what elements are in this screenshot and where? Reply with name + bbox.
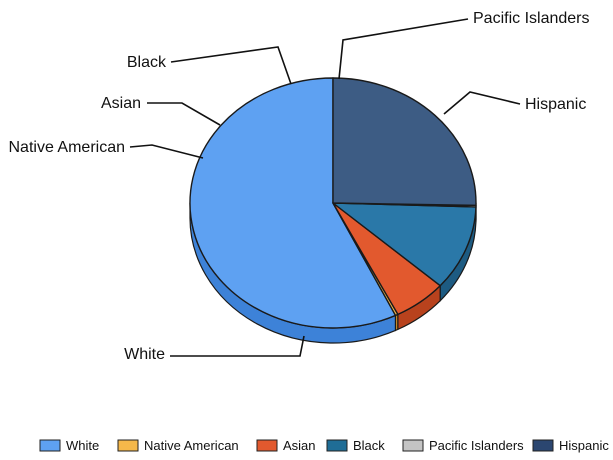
legend-swatch-black	[326, 439, 348, 452]
legend-label-native-american: Native American	[144, 438, 239, 453]
legend: White Native American Asian Black Pacific Is…	[39, 438, 609, 453]
legend-swatch-white	[39, 439, 61, 452]
slice-label-pacific-islanders: Pacific Islanders	[473, 10, 590, 27]
slice-labels: White Native American Asian Black Pacific Is…	[9, 10, 590, 363]
pie-slice-white	[189, 77, 397, 329]
pie-slices	[189, 77, 477, 329]
legend-label-asian: Asian	[283, 438, 316, 453]
legend-swatch-asian	[256, 439, 278, 452]
leader-line-native-american	[129, 144, 204, 159]
slice-label-native-american: Native American	[9, 139, 126, 156]
slice-label-asian: Asian	[101, 95, 141, 112]
leader-lines	[129, 18, 521, 357]
legend-label-black: Black	[353, 438, 385, 453]
leader-line-hispanic	[443, 91, 521, 115]
legend-label-pacific-islanders: Pacific Islanders	[429, 438, 524, 453]
legend-label-white: White	[66, 438, 99, 453]
pie-slice-hispanic	[332, 77, 477, 207]
leader-line-asian	[147, 102, 221, 126]
leader-line-pacific-islanders	[338, 18, 469, 80]
legend-swatch-hispanic	[532, 439, 554, 452]
pie-slice-black	[332, 202, 477, 287]
slice-label-white: White	[124, 346, 165, 363]
leader-line-white	[170, 335, 305, 357]
legend-label-hispanic: Hispanic	[559, 438, 609, 453]
legend-swatch-native-american	[117, 439, 139, 452]
leader-line-black	[170, 46, 292, 85]
slice-label-black: Black	[127, 54, 167, 71]
legend-swatch-pacific-islanders	[402, 439, 424, 452]
slice-label-hispanic: Hispanic	[525, 96, 586, 113]
